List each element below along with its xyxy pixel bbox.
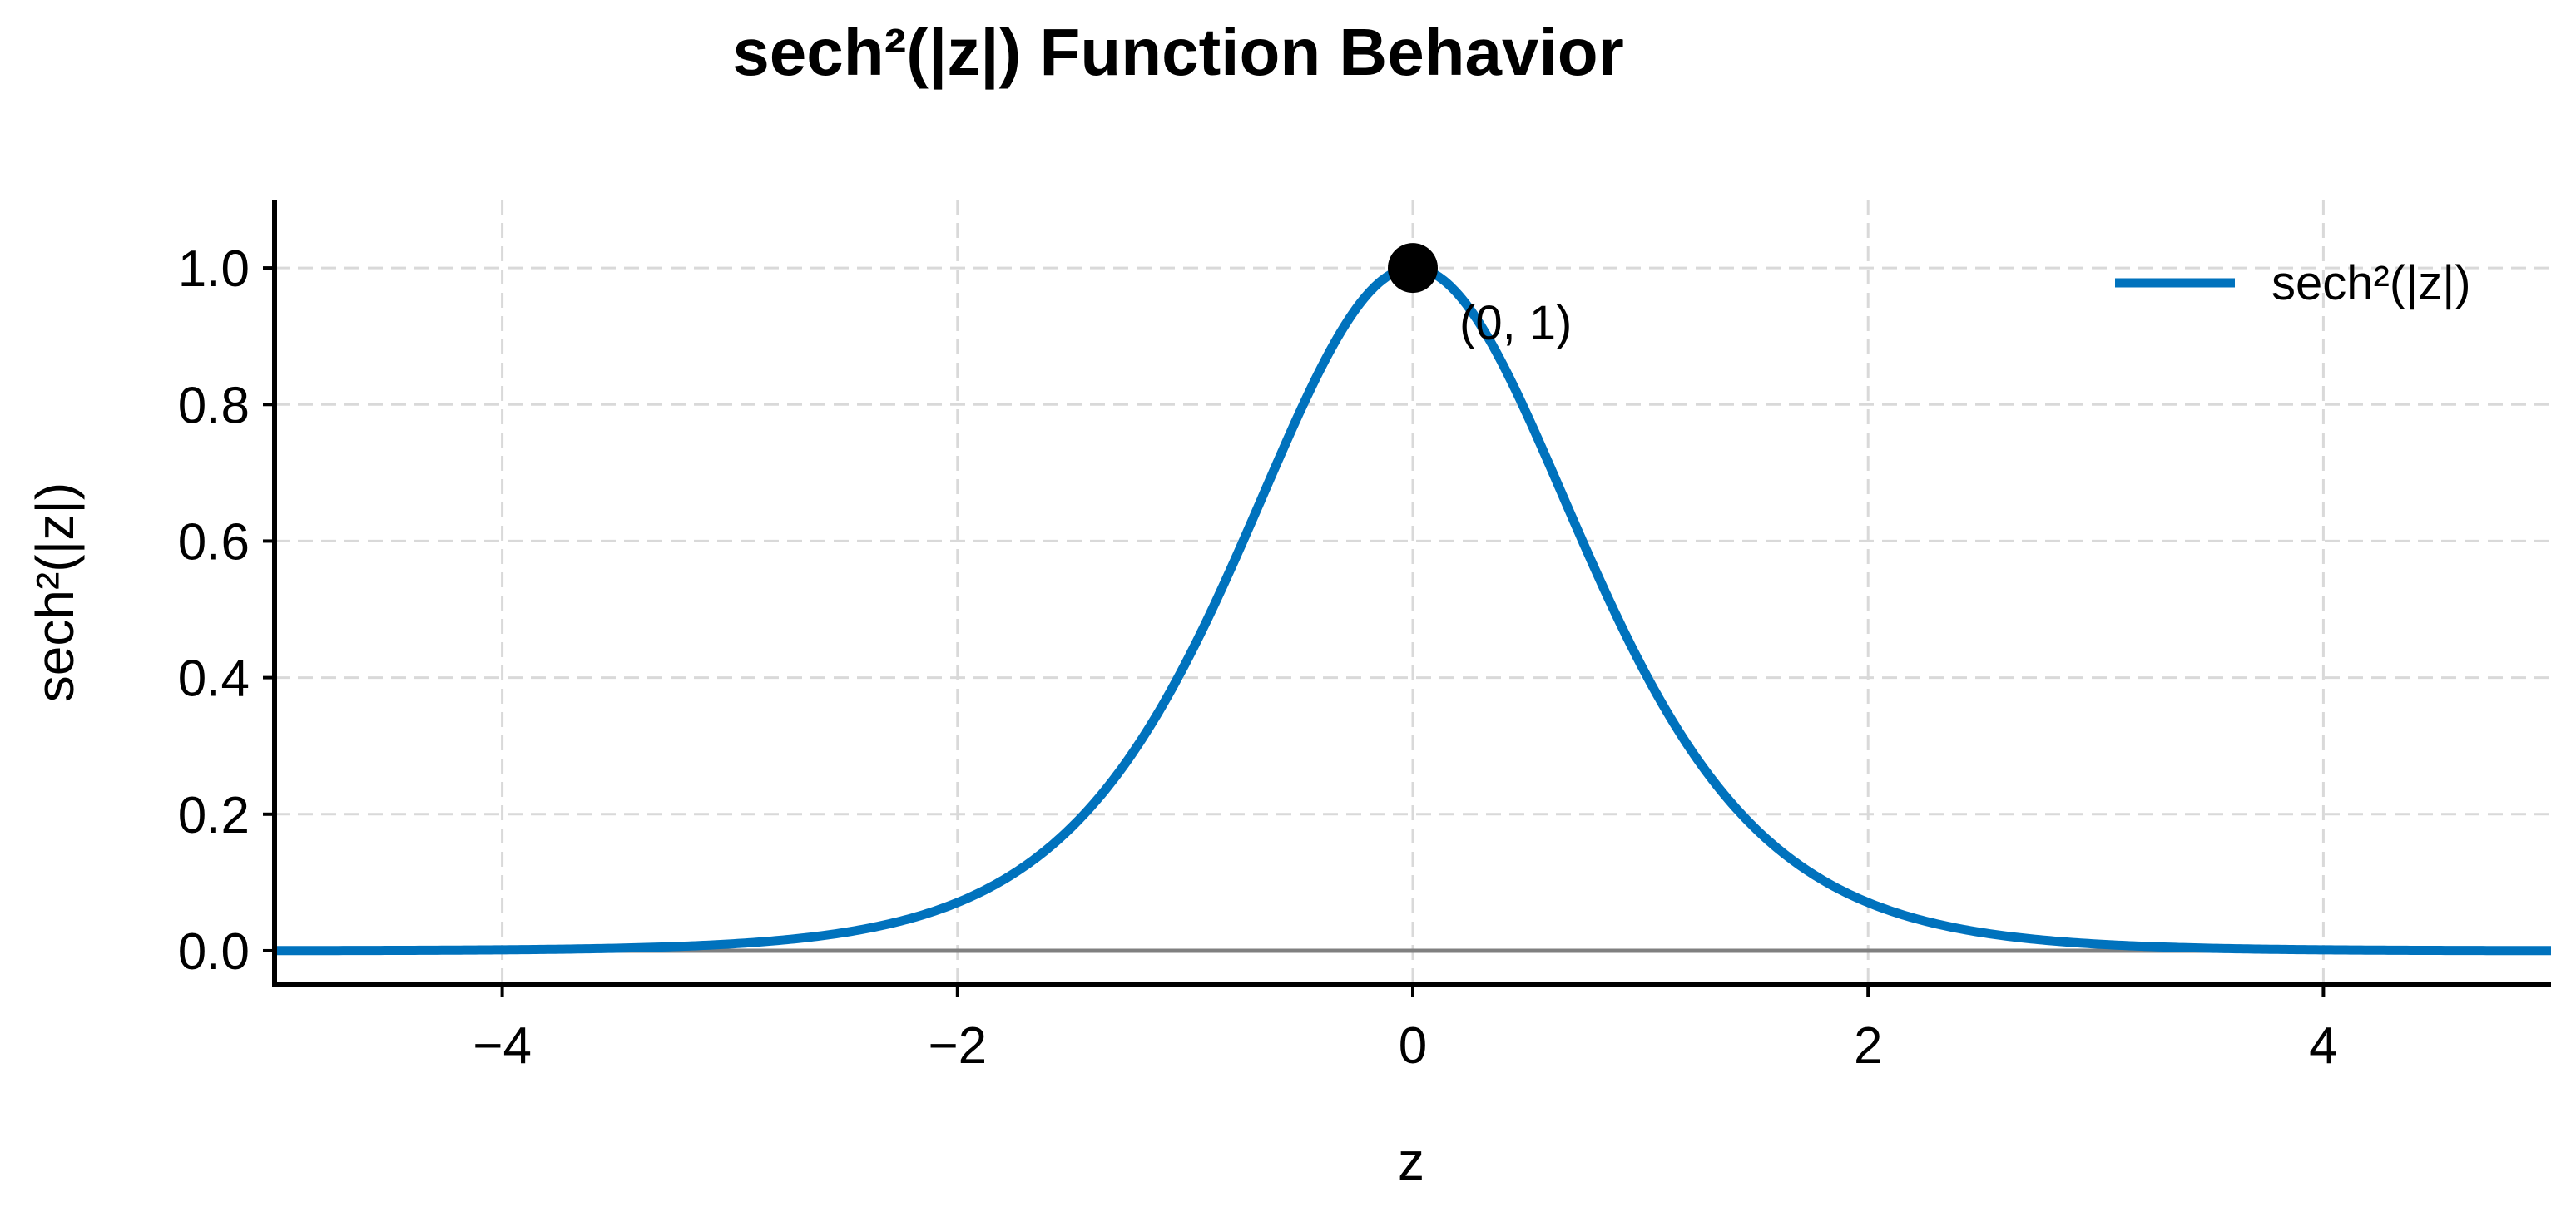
x-tick-label-0: −4 <box>473 1017 532 1075</box>
x-tick-label-4: 4 <box>2309 1017 2337 1075</box>
chart-title: sech²(|z|) Function Behavior <box>732 15 1624 90</box>
y-tick-label-5: 1.0 <box>178 240 250 298</box>
y-tick-label-3: 0.6 <box>178 513 250 571</box>
y-tick-label-2: 0.4 <box>178 650 250 708</box>
y-tick-label-0: 0.0 <box>178 923 250 981</box>
highlight-point <box>1388 243 1438 294</box>
y-axis-label: sech²(|z|) <box>25 482 85 702</box>
x-tick-label-1: −2 <box>928 1017 987 1075</box>
tick-labels: −4 −2 0 2 4 0.0 0.2 0.4 0.6 0.8 1.0 <box>178 240 2338 1075</box>
x-tick-label-3: 2 <box>1854 1017 1882 1075</box>
legend-label-sech2: sech²(|z|) <box>2271 256 2471 310</box>
x-tick-label-2: 0 <box>1399 1017 1427 1075</box>
grid <box>275 200 2551 985</box>
legend: sech²(|z|) <box>2115 256 2471 310</box>
highlight-point-label: (0, 1) <box>1459 296 1572 350</box>
y-tick-label-1: 0.2 <box>178 787 250 844</box>
x-axis-label: z <box>1398 1131 1424 1191</box>
y-tick-label-4: 0.8 <box>178 377 250 434</box>
highlight-point-group: (0, 1) <box>1388 243 1572 350</box>
